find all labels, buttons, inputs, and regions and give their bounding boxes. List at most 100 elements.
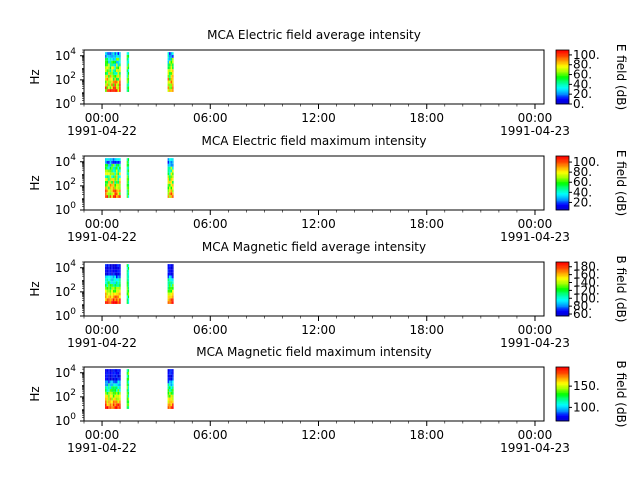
heatmap-cell [111,158,113,161]
heatmap-cell [119,284,121,287]
heatmap-cell [109,69,112,73]
heatmap-cell [117,160,120,164]
heatmap-cell [117,158,120,161]
heatmap-cell [109,386,112,390]
heatmap-cell [108,397,110,401]
heatmap-cell [167,166,170,170]
heatmap-cell [114,400,116,404]
heatmap-cell [172,380,174,384]
heatmap-cell [108,298,110,302]
heatmap-cell [114,178,116,181]
heatmap-cell [167,74,170,78]
heatmap-cell [105,278,107,282]
heatmap-cell [167,163,170,167]
colorbar-segment [556,94,569,97]
colorbar-segment [556,54,569,56]
y-tick-label: 100 [55,412,76,428]
colorbar-segment [556,377,569,380]
heatmap-cell [112,301,115,304]
heatmap-cell [167,54,170,58]
heatmap-cell [169,298,171,302]
heatmap-cell [109,166,112,170]
heatmap-cell [126,400,128,404]
heatmap-cell [105,89,107,92]
heatmap-cell [170,281,173,285]
heatmap-cell [105,195,107,198]
heatmap-cell [112,275,115,279]
colorbar-segment [556,291,569,294]
heatmap-cell [126,406,128,409]
heatmap-cell [126,286,128,290]
colorbar-segment [556,188,569,191]
heatmap-cell [111,284,113,287]
heatmap-cell [117,172,120,176]
colorbar-segment [556,267,569,270]
heatmap-cell [172,281,174,285]
heatmap-cell [167,57,170,61]
x-date-label: 1991-04-22 [67,124,137,138]
heatmap-cell [119,66,121,70]
colorbar-segment [556,77,569,79]
heatmap-cell [167,195,170,198]
plot-frame [83,155,545,211]
heatmap-cell [117,391,120,395]
heatmap-cell [105,374,107,378]
heatmap-cell [111,266,113,270]
heatmap-cell [114,80,116,84]
colorbar-segment [556,195,569,197]
heatmap-cell [170,380,173,384]
heatmap-cell [105,286,107,290]
heatmap-cell [115,160,118,164]
colorbar-label: B field (dB) [614,256,628,323]
heatmap-cell [170,264,173,267]
heatmap-cell [117,377,120,381]
y-tick-label: 104 [55,259,76,275]
colorbar-segment [556,160,569,162]
heatmap-cell [170,272,173,276]
heatmap-cell [106,166,109,170]
colorbar-segment [556,289,569,291]
heatmap-cell [112,406,115,409]
heatmap-cell [111,389,113,392]
heatmap-cell [106,169,109,173]
heatmap-cell [112,400,115,404]
heatmap-cell [112,189,115,193]
x-tick-label: 06:00 [193,111,228,125]
colorbar-segment [556,399,569,402]
heatmap-cell [106,301,109,304]
heatmap-cell [106,72,109,75]
heatmap-cell [108,86,110,90]
heatmap-cell [111,52,113,55]
heatmap-cell [127,192,130,196]
heatmap-cell [127,86,130,90]
heatmap-cell [114,394,116,398]
heatmap-cell [108,377,110,381]
heatmap-cell [167,275,170,279]
heatmap-cell [117,380,120,384]
heatmap-cell [112,57,115,61]
heatmap-cell [126,63,128,67]
colorbar-segment [556,278,569,280]
heatmap-cell [126,160,128,164]
heatmap-cell [106,394,109,398]
colorbar-segment [556,287,569,290]
heatmap-cell [111,69,113,73]
colorbar-segment [556,379,569,381]
heatmap-cell [105,371,107,375]
heatmap-cell [115,57,118,61]
heatmap-cell [109,189,112,193]
heatmap-cell [109,380,112,384]
heatmap-cell [112,69,115,73]
colorbar-segment [556,90,569,93]
y-tick-label: 100 [55,307,76,323]
x-tick-label: 06:00 [193,428,228,442]
heatmap-cell [106,52,109,55]
heatmap-cell [112,86,115,90]
heatmap-cell [106,292,109,296]
x-tick-label: 12:00 [301,323,336,337]
y-tick-label: 102 [55,71,76,87]
heatmap-cell [172,163,174,167]
heatmap-cell [105,163,107,167]
heatmap-cell [114,172,116,176]
colorbar-segment [556,270,569,272]
